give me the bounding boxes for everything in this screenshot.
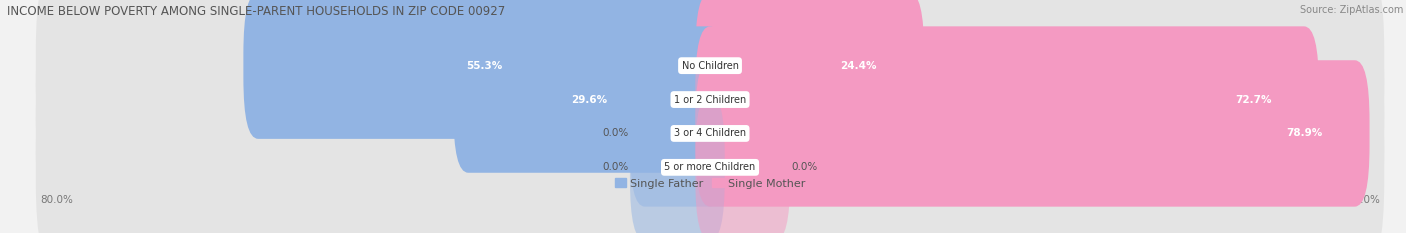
Text: No Children: No Children bbox=[682, 61, 738, 71]
FancyBboxPatch shape bbox=[630, 60, 724, 207]
FancyBboxPatch shape bbox=[696, 26, 1319, 173]
Text: Source: ZipAtlas.com: Source: ZipAtlas.com bbox=[1299, 5, 1403, 15]
Text: 55.3%: 55.3% bbox=[465, 61, 502, 71]
FancyBboxPatch shape bbox=[35, 0, 1385, 165]
Text: 29.6%: 29.6% bbox=[571, 95, 607, 105]
FancyBboxPatch shape bbox=[630, 94, 724, 233]
Legend: Single Father, Single Mother: Single Father, Single Mother bbox=[610, 174, 810, 193]
FancyBboxPatch shape bbox=[35, 34, 1385, 233]
Text: 0.0%: 0.0% bbox=[602, 162, 628, 172]
Text: 5 or more Children: 5 or more Children bbox=[665, 162, 755, 172]
FancyBboxPatch shape bbox=[453, 26, 724, 173]
Text: 24.4%: 24.4% bbox=[841, 61, 877, 71]
FancyBboxPatch shape bbox=[243, 0, 724, 139]
FancyBboxPatch shape bbox=[696, 94, 790, 233]
Text: 1 or 2 Children: 1 or 2 Children bbox=[673, 95, 747, 105]
Text: 0.0%: 0.0% bbox=[792, 162, 818, 172]
FancyBboxPatch shape bbox=[35, 68, 1385, 233]
FancyBboxPatch shape bbox=[35, 0, 1385, 199]
Text: 3 or 4 Children: 3 or 4 Children bbox=[673, 128, 747, 138]
Text: 72.7%: 72.7% bbox=[1234, 95, 1271, 105]
Text: 78.9%: 78.9% bbox=[1286, 128, 1322, 138]
Text: 0.0%: 0.0% bbox=[602, 128, 628, 138]
FancyBboxPatch shape bbox=[696, 60, 1369, 207]
FancyBboxPatch shape bbox=[696, 0, 924, 139]
Text: INCOME BELOW POVERTY AMONG SINGLE-PARENT HOUSEHOLDS IN ZIP CODE 00927: INCOME BELOW POVERTY AMONG SINGLE-PARENT… bbox=[7, 5, 505, 18]
